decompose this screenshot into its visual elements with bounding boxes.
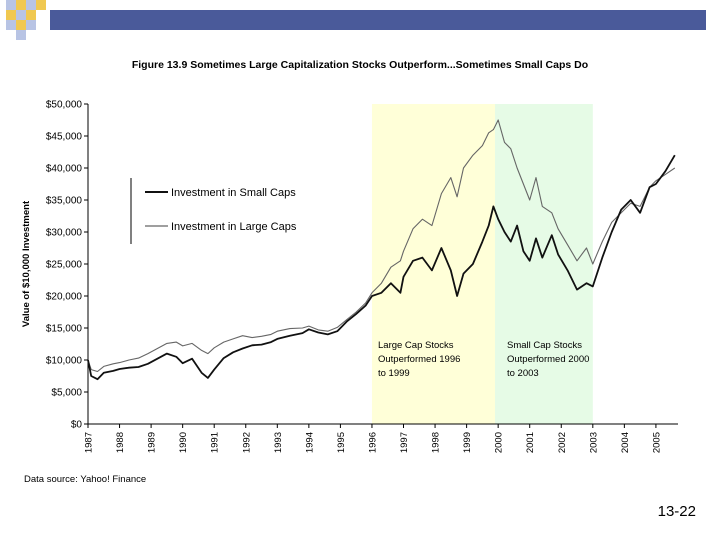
y-tick-label: $10,000 (46, 356, 83, 367)
header-bar (50, 10, 706, 30)
large-caps-line (87, 119, 676, 373)
x-tick-label: 1991 (210, 432, 221, 453)
region-annotation: Small Cap Stocks (507, 340, 582, 351)
x-tick-label: 1990 (178, 432, 189, 453)
x-tick-label: 2004 (620, 432, 631, 453)
checker-square (16, 30, 26, 40)
checker-square (6, 0, 16, 10)
chart-title: Figure 13.9 Sometimes Large Capitalizati… (132, 59, 588, 71)
checker-square (16, 20, 26, 30)
y-tick-label: $30,000 (46, 228, 83, 239)
source-note: Data source: Yahoo! Finance (24, 474, 146, 485)
y-axis-label: Value of $10,000 Investment (21, 200, 32, 327)
y-tick-label: $25,000 (46, 260, 83, 271)
y-tick-label: $40,000 (46, 164, 83, 175)
y-tick-label: $35,000 (46, 196, 83, 207)
region-annotation: to 2003 (507, 368, 539, 379)
checker-square (6, 20, 16, 30)
y-tick-label: $15,000 (46, 324, 83, 335)
y-tick-label: $5,000 (51, 388, 82, 399)
x-tick-label: 1997 (399, 432, 410, 453)
page-number: 13-22 (657, 503, 696, 520)
checker-square (16, 0, 26, 10)
checker-square (26, 10, 36, 20)
x-tick-label: 2000 (494, 432, 505, 453)
y-tick-label: $45,000 (46, 132, 83, 143)
x-tick-label: 1992 (241, 432, 252, 453)
checker-square (26, 20, 36, 30)
legend-label-large-caps: Investment in Large Caps (171, 221, 297, 233)
region-annotation: Outperformed 2000 (507, 354, 589, 365)
y-tick-label: $50,000 (46, 100, 83, 111)
x-tick-label: 2005 (651, 432, 662, 453)
y-tick-label: $0 (71, 420, 83, 431)
shaded-region (495, 104, 593, 424)
x-tick-label: 1998 (431, 432, 442, 453)
checker-square (6, 10, 16, 20)
slide-header-decoration (6, 0, 706, 40)
x-tick-label: 1995 (336, 432, 347, 453)
checker-square (16, 10, 26, 20)
x-tick-label: 2003 (588, 432, 599, 453)
x-tick-label: 2001 (525, 432, 536, 453)
x-tick-label: 1987 (84, 432, 95, 453)
x-tick-label: 1989 (147, 432, 158, 453)
small-caps-line (87, 154, 676, 381)
region-annotation: Outperformed 1996 (378, 354, 460, 365)
x-tick-label: 1996 (367, 432, 378, 453)
region-annotation: Large Cap Stocks (378, 340, 454, 351)
checker-square (36, 0, 46, 10)
x-tick-label: 1999 (462, 432, 473, 453)
x-tick-label: 1993 (273, 432, 284, 453)
x-tick-label: 1988 (115, 432, 126, 453)
x-tick-label: 2002 (557, 432, 568, 453)
legend-label-small-caps: Investment in Small Caps (171, 187, 296, 199)
x-tick-label: 1994 (304, 432, 315, 453)
y-tick-label: $20,000 (46, 292, 83, 303)
checker-square (26, 0, 36, 10)
shaded-region (371, 104, 496, 424)
region-annotation: to 1999 (378, 368, 410, 379)
